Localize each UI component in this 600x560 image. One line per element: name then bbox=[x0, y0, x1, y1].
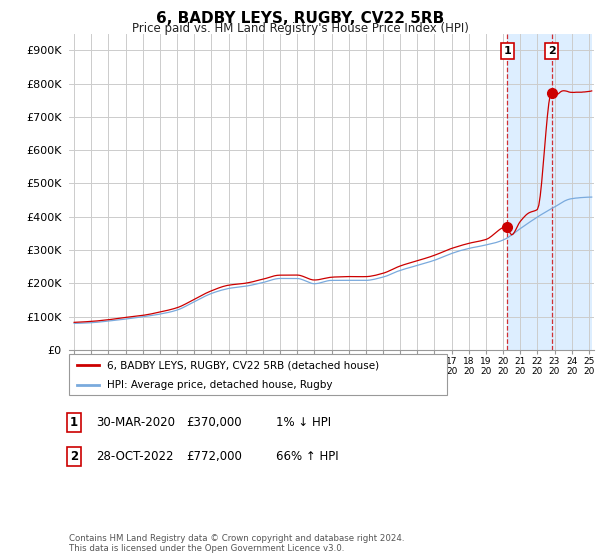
Text: £772,000: £772,000 bbox=[186, 450, 242, 463]
Text: 6, BADBY LEYS, RUGBY, CV22 5RB: 6, BADBY LEYS, RUGBY, CV22 5RB bbox=[156, 11, 444, 26]
Text: HPI: Average price, detached house, Rugby: HPI: Average price, detached house, Rugb… bbox=[107, 380, 332, 390]
Text: 2: 2 bbox=[548, 46, 556, 56]
Text: 1: 1 bbox=[503, 46, 511, 56]
Text: 30-MAR-2020: 30-MAR-2020 bbox=[96, 416, 175, 430]
Text: 1: 1 bbox=[70, 416, 78, 430]
Text: 1% ↓ HPI: 1% ↓ HPI bbox=[276, 416, 331, 430]
Text: 28-OCT-2022: 28-OCT-2022 bbox=[96, 450, 173, 463]
FancyBboxPatch shape bbox=[69, 354, 447, 395]
Text: 66% ↑ HPI: 66% ↑ HPI bbox=[276, 450, 338, 463]
Text: Price paid vs. HM Land Registry's House Price Index (HPI): Price paid vs. HM Land Registry's House … bbox=[131, 22, 469, 35]
Text: Contains HM Land Registry data © Crown copyright and database right 2024.
This d: Contains HM Land Registry data © Crown c… bbox=[69, 534, 404, 553]
Bar bbox=[508, 34, 592, 350]
Text: £370,000: £370,000 bbox=[186, 416, 242, 430]
Text: 6, BADBY LEYS, RUGBY, CV22 5RB (detached house): 6, BADBY LEYS, RUGBY, CV22 5RB (detached… bbox=[107, 361, 379, 370]
Text: 2: 2 bbox=[70, 450, 78, 463]
